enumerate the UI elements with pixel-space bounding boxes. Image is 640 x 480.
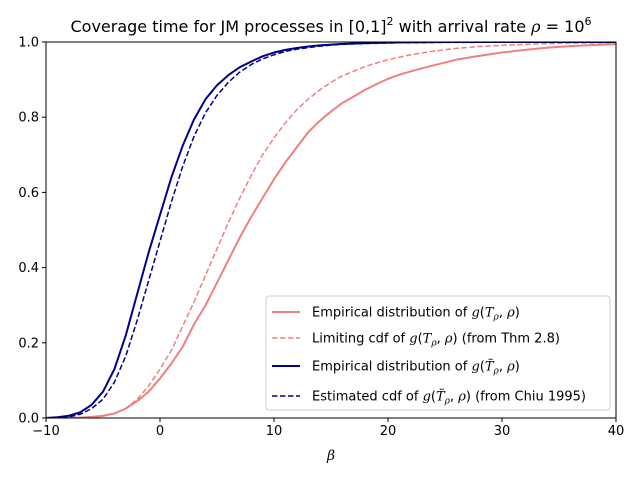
y-tick-label: 0.0 — [18, 412, 39, 427]
series-layer — [46, 42, 616, 418]
x-axis-ticks: −10 0 10 20 30 40 — [32, 418, 624, 439]
x-tick-label: −10 — [32, 424, 59, 439]
legend: Empirical distribution of g(Tρ, ρ) Limiti… — [265, 295, 611, 411]
y-tick-label: 0.2 — [18, 336, 39, 351]
y-tick-label: 0.4 — [18, 261, 39, 276]
title-middle: with arrival rate — [394, 17, 532, 36]
y-tick-label: 0.8 — [18, 111, 39, 126]
legend-label-1: Empirical distribution of g(Tρ, ρ) — [312, 306, 520, 323]
legend-box — [265, 295, 611, 411]
legend-items: Empirical distribution of g(Tρ, ρ) Limiti… — [272, 306, 586, 407]
y-axis-ticks: 0.0 0.2 0.4 0.6 0.8 1.0 — [18, 36, 46, 427]
series-line-1 — [46, 43, 616, 418]
title-prefix: Coverage time for JM processes in — [70, 17, 348, 36]
title-domain: [0,1] — [349, 17, 387, 36]
series-line-2 — [46, 42, 616, 418]
x-tick-label: 10 — [266, 424, 283, 439]
legend-label-2: Limiting cdf of g(Tρ, ρ) (from Thm 2.8) — [312, 332, 560, 349]
plot-frame — [45, 41, 617, 419]
x-axis-label: β — [326, 448, 335, 464]
y-tick-label: 1.0 — [18, 36, 39, 51]
title-rate-symbol: ρ — [530, 17, 541, 36]
legend-label-3: Empirical distribution of g(T̃ρ, ρ) — [312, 358, 520, 376]
x-tick-label: 40 — [608, 424, 625, 439]
series-line-4 — [46, 42, 616, 418]
x-tick-label: 20 — [380, 424, 397, 439]
series-line-3 — [46, 42, 616, 418]
title-rate-eq: = 10 — [541, 17, 585, 36]
plot-area — [46, 42, 616, 418]
title-rate-exponent: 6 — [585, 15, 592, 28]
chart-title: Coverage time for JM processes in [0,1]2… — [70, 15, 591, 36]
x-tick-label: 30 — [494, 424, 511, 439]
legend-label-4: Estimated cdf of g(T̃ρ, ρ) (from Chiu 19… — [312, 388, 586, 406]
x-tick-label: 0 — [156, 424, 164, 439]
title-domain-exponent: 2 — [387, 15, 394, 28]
y-tick-label: 0.6 — [18, 186, 39, 201]
